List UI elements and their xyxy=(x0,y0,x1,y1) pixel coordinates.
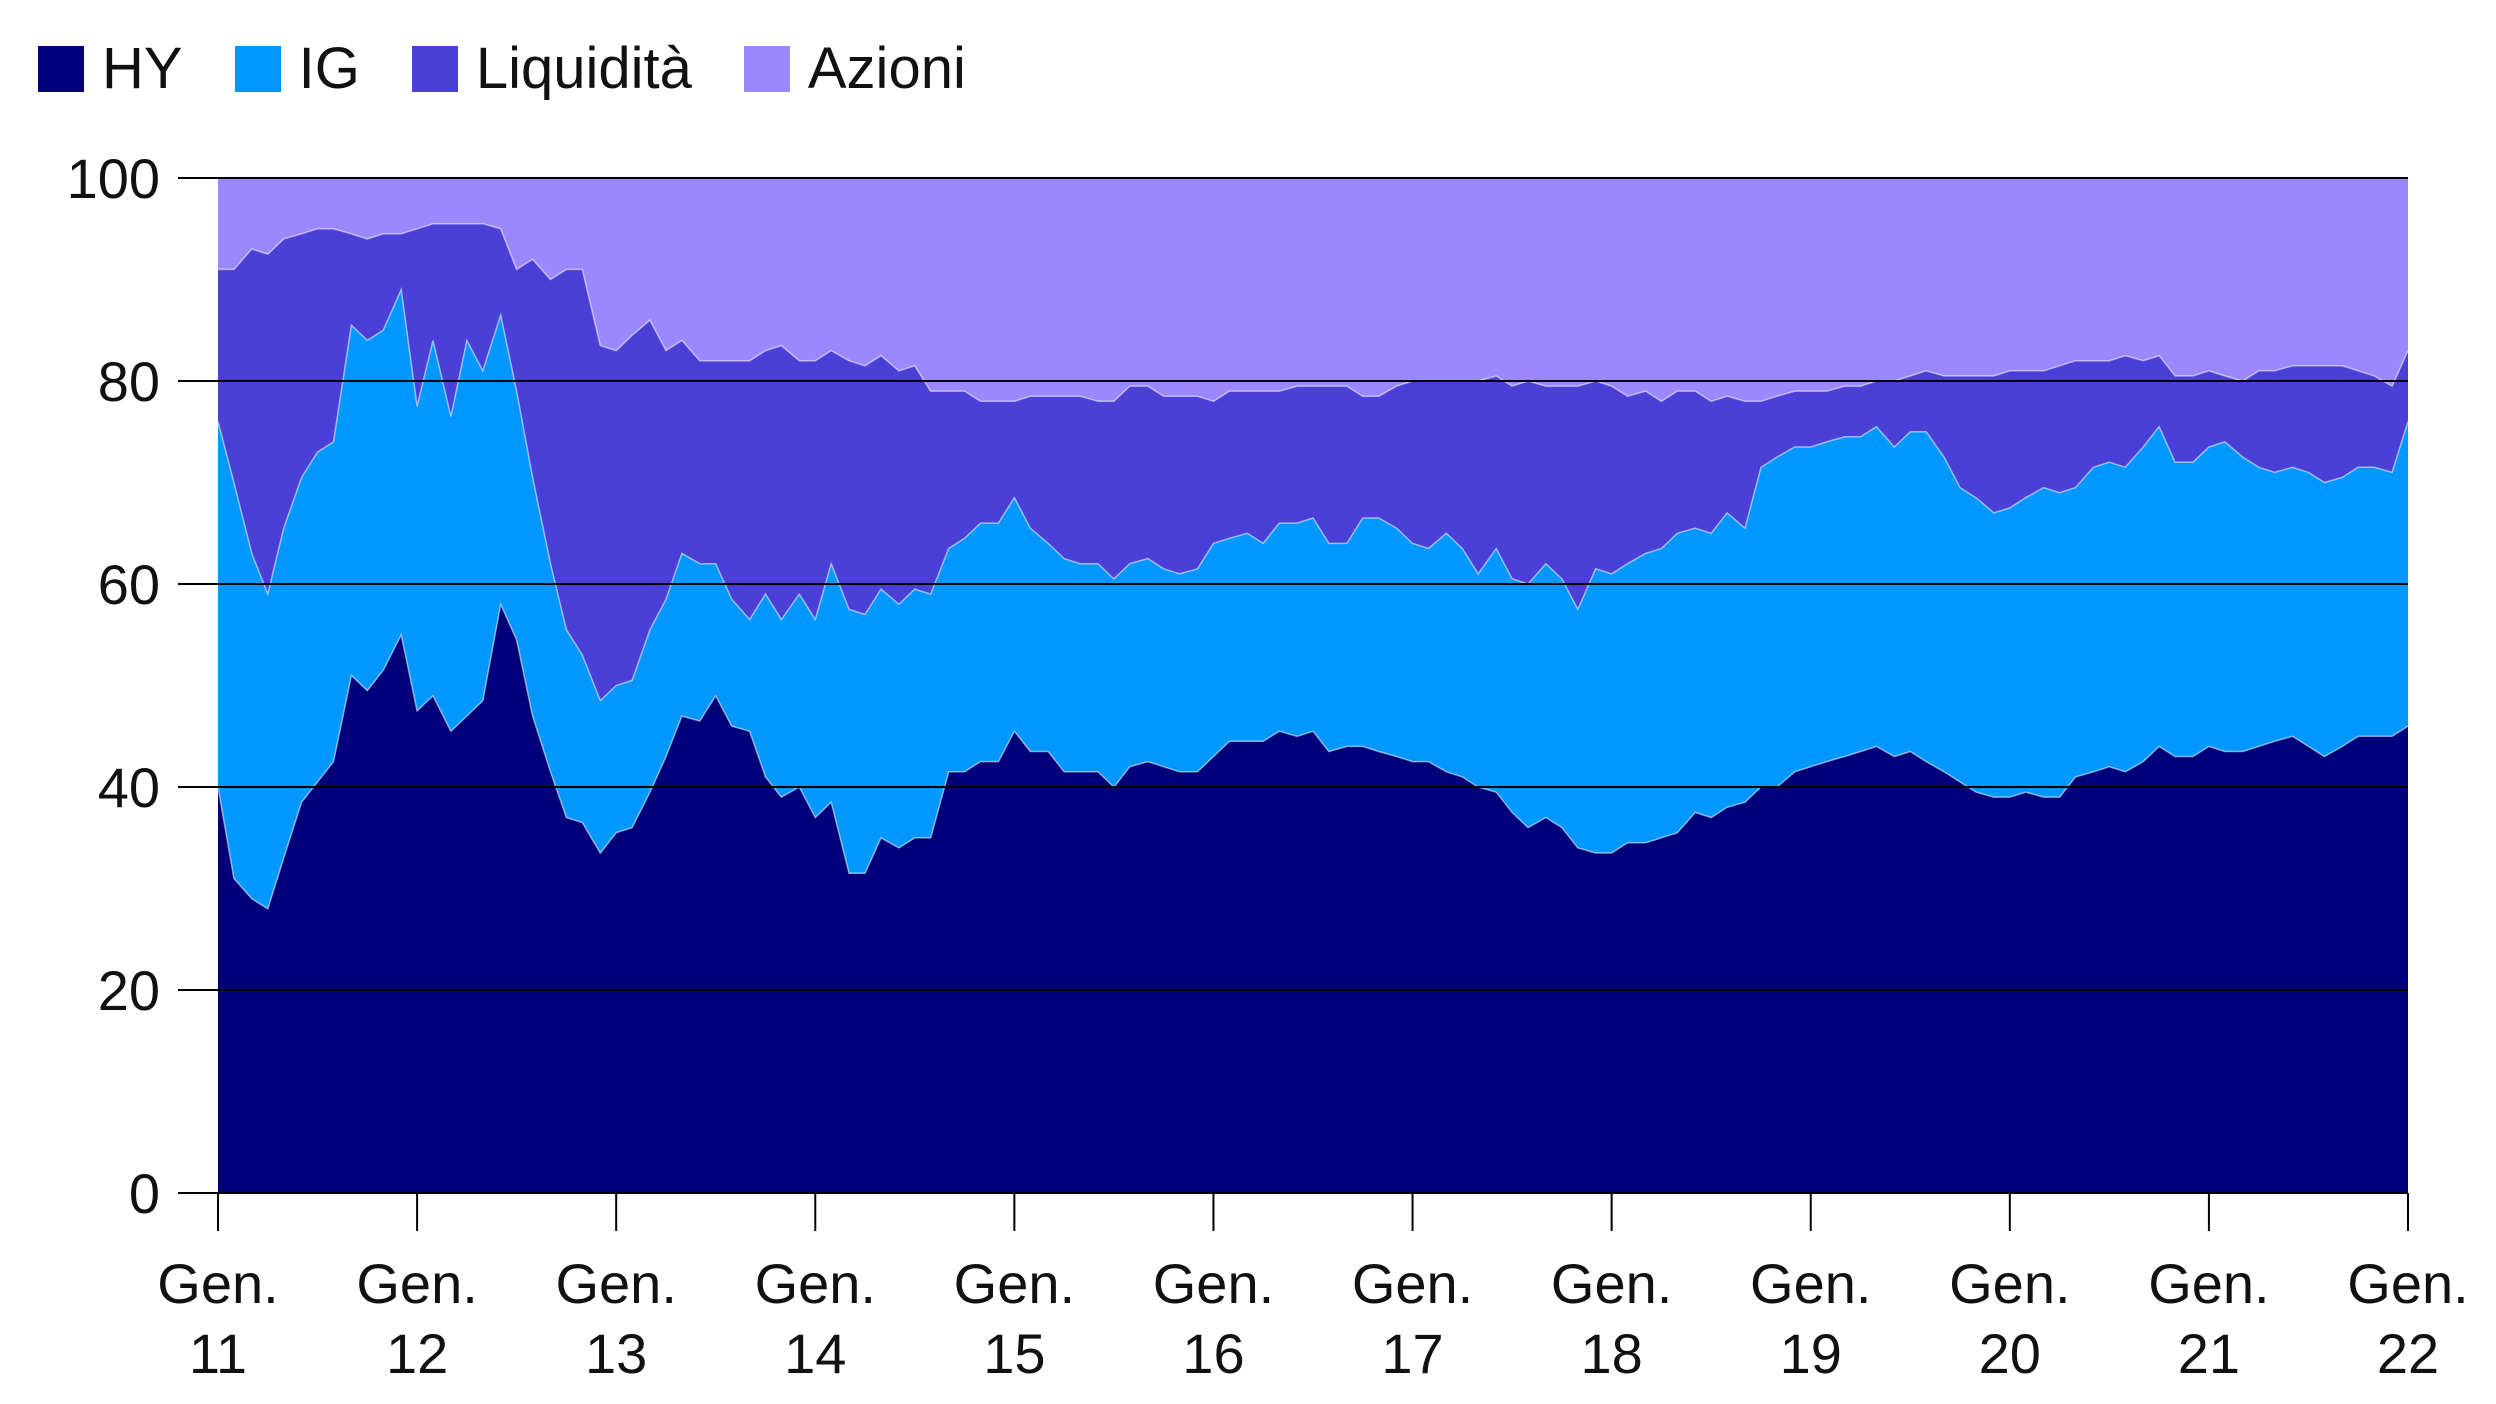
boundary-liq xyxy=(218,222,2409,403)
x-tick-label-month: Gen. xyxy=(157,1252,278,1315)
area-hy xyxy=(218,604,2408,1193)
x-axis: Gen. 11 Gen. 12 Gen. 13 Gen. 14 Gen. 15 Gen. 16 Gen.… xyxy=(157,1192,2469,1385)
x-tick-label-year: 12 xyxy=(386,1322,448,1385)
y-tick-label: 100 xyxy=(67,147,160,210)
x-tick-label-year: 19 xyxy=(1780,1322,1842,1385)
x-tick-label-month: Gen. xyxy=(1352,1252,1473,1315)
x-tick-label-month: Gen. xyxy=(356,1252,477,1315)
x-tick-label-year: 13 xyxy=(585,1322,647,1385)
x-tick-label-month: Gen. xyxy=(1153,1252,1274,1315)
y-tick-label: 0 xyxy=(129,1162,160,1225)
gridline-layer xyxy=(178,177,2408,991)
x-tick-label-year: 21 xyxy=(2178,1322,2240,1385)
x-tick-label-year: 14 xyxy=(784,1322,846,1385)
x-tick-label-year: 17 xyxy=(1381,1322,1443,1385)
x-tick-label-year: 22 xyxy=(2377,1322,2439,1385)
x-tick-label-year: 15 xyxy=(983,1322,1045,1385)
legend-label-ig: IG xyxy=(298,36,360,101)
x-tick-label-month: Gen. xyxy=(755,1252,876,1315)
legend-swatch-az xyxy=(743,46,790,92)
legend-swatch-hy xyxy=(38,46,84,92)
x-tick-label-month: Gen. xyxy=(555,1252,676,1315)
legend-item-az: Azioni xyxy=(743,36,966,101)
legend-item-liq: Liquidità xyxy=(411,36,692,101)
x-tick-label-year: 18 xyxy=(1580,1322,1642,1385)
boundary-ig xyxy=(217,286,2409,703)
x-tick-label-month: Gen. xyxy=(1949,1252,2070,1315)
legend-label-hy: HY xyxy=(102,36,183,101)
y-tick-label: 80 xyxy=(98,350,160,413)
legend-item-ig: IG xyxy=(234,36,360,101)
x-tick-label-year: 20 xyxy=(1979,1322,2041,1385)
legend-label-az: Azioni xyxy=(807,36,966,101)
x-tick-label-year: 11 xyxy=(189,1322,247,1385)
x-tick-label-year: 16 xyxy=(1182,1322,1244,1385)
y-axis: 0 20 40 60 80 100 xyxy=(67,147,160,1225)
legend-item-hy: HY xyxy=(38,40,183,98)
x-tick-label-month: Gen. xyxy=(2148,1252,2269,1315)
boundary-hy xyxy=(217,601,2409,910)
area-layer xyxy=(217,178,2409,1194)
x-tick-label-month: Gen. xyxy=(1750,1252,1871,1315)
y-tick-label: 60 xyxy=(98,553,160,616)
y-tick-label: 40 xyxy=(98,756,160,819)
y-tick-label: 20 xyxy=(98,959,160,1022)
x-tick-label-month: Gen. xyxy=(1551,1252,1672,1315)
legend-label-liq: Liquidità xyxy=(475,36,692,101)
x-tick-label-month: Gen. xyxy=(2347,1252,2468,1315)
x-tick-label-month: Gen. xyxy=(954,1252,1075,1315)
legend-swatch-ig xyxy=(234,46,281,92)
chart-legend: HY IG Liquidità Azioni xyxy=(38,34,1018,104)
legend-swatch-liq xyxy=(411,46,458,92)
